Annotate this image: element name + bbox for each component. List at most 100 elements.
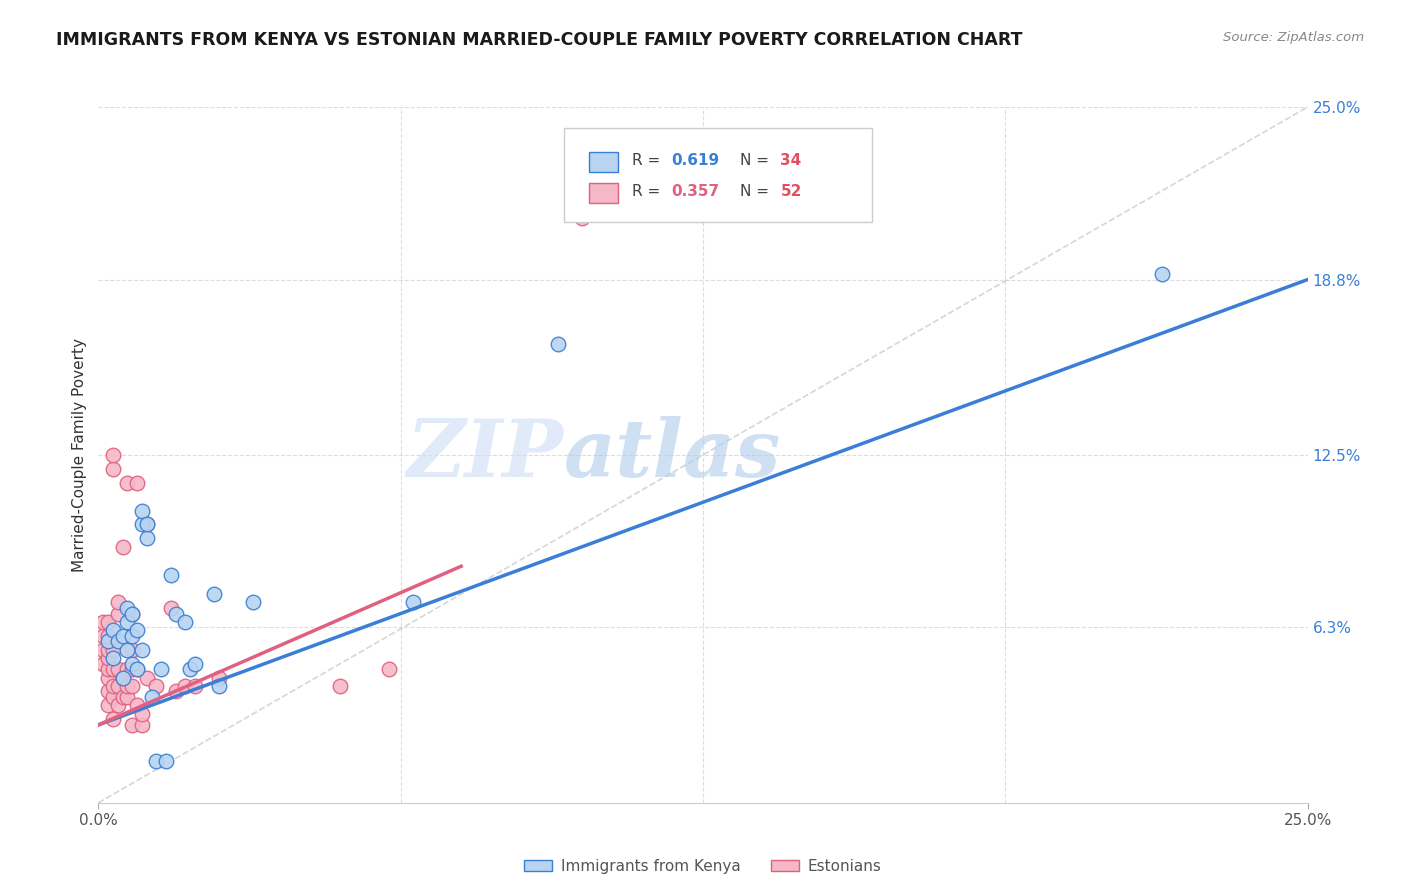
Point [242, 595, 264, 609]
Point [160, 601, 183, 615]
Point [377, 662, 399, 676]
Point [121, 642, 143, 657]
Point [117, 662, 139, 676]
Point [97, 698, 120, 713]
Text: IMMIGRANTS FROM KENYA VS ESTONIAN MARRIED-COUPLE FAMILY POVERTY CORRELATION CHAR: IMMIGRANTS FROM KENYA VS ESTONIAN MARRIE… [56, 31, 1022, 49]
FancyBboxPatch shape [564, 128, 872, 222]
Point [402, 595, 425, 609]
Point [135, 517, 157, 532]
Point [127, 475, 149, 490]
Point [208, 671, 231, 685]
Point [184, 679, 207, 693]
Y-axis label: Married-Couple Family Poverty: Married-Couple Family Poverty [72, 338, 87, 572]
Point [131, 503, 153, 517]
Point [101, 662, 124, 676]
Point [107, 698, 129, 713]
Text: atlas: atlas [564, 417, 782, 493]
Point [117, 642, 139, 657]
Text: Source: ZipAtlas.com: Source: ZipAtlas.com [1223, 31, 1364, 45]
Point [91, 629, 114, 643]
Point [155, 754, 177, 768]
Point [1152, 267, 1174, 281]
Point [121, 718, 143, 732]
Point [101, 462, 124, 476]
Text: 52: 52 [780, 185, 801, 200]
Point [117, 615, 139, 629]
Point [131, 706, 153, 721]
Point [111, 690, 134, 704]
Point [121, 657, 143, 671]
Point [145, 679, 167, 693]
Point [101, 690, 124, 704]
Point [91, 615, 114, 629]
Text: 34: 34 [780, 153, 801, 168]
Text: R =: R = [631, 185, 665, 200]
Point [121, 629, 143, 643]
Point [111, 540, 134, 554]
Point [101, 448, 124, 462]
Point [91, 642, 114, 657]
Point [97, 671, 120, 685]
Point [131, 517, 153, 532]
Point [101, 679, 124, 693]
Point [121, 679, 143, 693]
FancyBboxPatch shape [589, 152, 619, 172]
Point [111, 671, 134, 685]
Point [150, 662, 173, 676]
FancyBboxPatch shape [589, 183, 619, 203]
Point [141, 690, 163, 704]
Point [135, 517, 157, 532]
Point [121, 662, 143, 676]
Point [208, 679, 231, 693]
Point [179, 662, 201, 676]
Point [117, 475, 139, 490]
Point [165, 684, 187, 698]
Point [107, 595, 129, 609]
Point [165, 607, 187, 621]
Text: ZIP: ZIP [408, 417, 564, 493]
Point [127, 698, 149, 713]
Point [174, 679, 197, 693]
Point [135, 671, 157, 685]
Point [121, 607, 143, 621]
Point [127, 662, 149, 676]
Point [107, 607, 129, 621]
Point [131, 642, 153, 657]
Point [107, 634, 129, 648]
Point [91, 657, 114, 671]
Legend: Immigrants from Kenya, Estonians: Immigrants from Kenya, Estonians [519, 853, 887, 880]
Point [97, 634, 120, 648]
Text: N =: N = [741, 185, 775, 200]
Text: N =: N = [741, 153, 775, 168]
Text: 0.357: 0.357 [672, 185, 720, 200]
Point [131, 718, 153, 732]
Point [127, 662, 149, 676]
Point [547, 336, 569, 351]
Point [571, 211, 593, 226]
Point [107, 662, 129, 676]
Point [101, 712, 124, 726]
Text: R =: R = [631, 153, 665, 168]
Point [97, 651, 120, 665]
Point [97, 629, 120, 643]
Point [127, 624, 149, 638]
Point [135, 532, 157, 546]
Point [204, 587, 226, 601]
Point [121, 607, 143, 621]
Point [184, 657, 207, 671]
Point [97, 642, 120, 657]
Point [111, 629, 134, 643]
Point [329, 679, 352, 693]
Point [97, 662, 120, 676]
Text: 0.619: 0.619 [672, 153, 720, 168]
Point [101, 642, 124, 657]
Point [117, 601, 139, 615]
Point [111, 671, 134, 685]
Point [117, 679, 139, 693]
Point [174, 615, 197, 629]
Point [101, 624, 124, 638]
Point [97, 684, 120, 698]
Point [107, 679, 129, 693]
Point [101, 651, 124, 665]
Point [160, 567, 183, 582]
